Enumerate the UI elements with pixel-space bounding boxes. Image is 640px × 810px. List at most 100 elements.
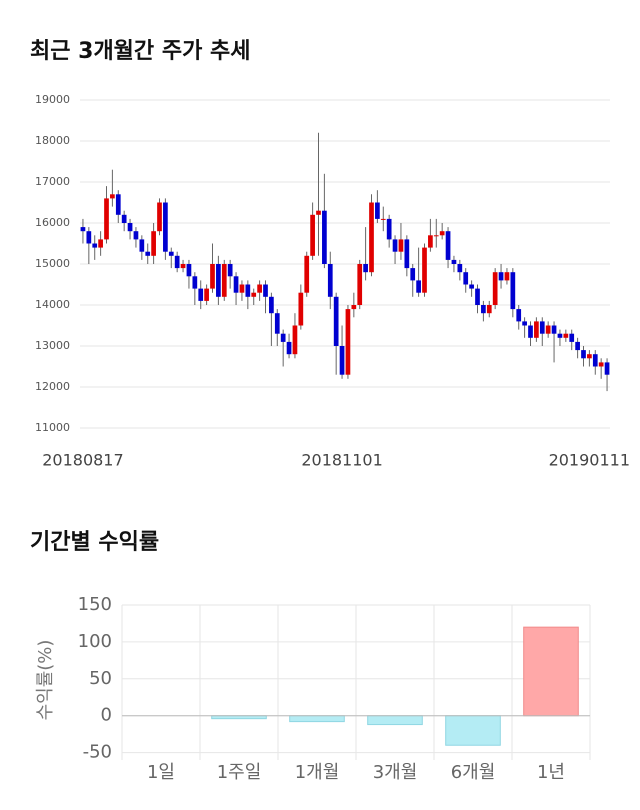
candle-body [339, 346, 345, 375]
candle-body [157, 202, 162, 232]
candle-body [522, 321, 527, 326]
x-tick-label: 3개월 [373, 762, 418, 783]
candle-body [186, 264, 192, 277]
candle-body [592, 354, 598, 367]
candle-body [151, 231, 156, 256]
candle-body [198, 288, 204, 301]
candle-body [410, 268, 416, 281]
candle-body [257, 284, 262, 293]
candle-body [380, 218, 386, 220]
candle-body [563, 333, 569, 338]
candle-body [528, 325, 533, 338]
candle-body [587, 354, 592, 359]
x-tick-label: 6개월 [451, 762, 496, 783]
candle-body [481, 305, 486, 314]
candle-body [316, 210, 321, 215]
candle-body [445, 231, 451, 260]
candle-body [475, 288, 480, 305]
candle-body [534, 321, 539, 338]
candle-body [210, 264, 215, 289]
y-tick-label: 16000 [35, 216, 70, 229]
candle-body [139, 239, 145, 252]
candle-body [386, 218, 392, 240]
candle-body [269, 296, 274, 314]
y-tick-label: 13000 [35, 339, 70, 352]
bar [289, 715, 345, 723]
candle-body [604, 362, 610, 375]
candle-body [404, 239, 410, 269]
x-tick-label: 1일 [147, 762, 175, 783]
candle-body [80, 227, 86, 232]
candle-body [539, 321, 545, 334]
candle-body [263, 284, 268, 297]
y-tick-label: 14000 [35, 298, 70, 311]
candle-body [486, 305, 492, 314]
candle-body [216, 264, 221, 297]
y-tick-label: 150 [78, 594, 112, 615]
candle-body [310, 214, 315, 256]
bar [445, 715, 501, 746]
candle-body [86, 231, 92, 244]
y-tick-label: 50 [89, 668, 112, 689]
candle-body [304, 255, 310, 293]
candle-body [121, 214, 127, 223]
candle-body [351, 305, 357, 310]
candle-body [457, 264, 463, 273]
candle-body [369, 202, 374, 273]
candle-body [245, 284, 251, 297]
x-tick-label: 20180817 [42, 451, 123, 470]
x-tick-label: 20190111 [549, 451, 630, 470]
y-tick-label: 11000 [35, 421, 70, 434]
candle-body [174, 255, 180, 269]
candle-body [110, 194, 115, 199]
candle-body [298, 292, 304, 326]
chart-title: 기간별 수익률 [30, 530, 159, 555]
candle-body [345, 309, 351, 375]
candle-body [180, 264, 186, 269]
candle-body [510, 272, 516, 310]
candle-body [469, 284, 474, 289]
candle-body [551, 325, 557, 334]
candle-body [504, 272, 510, 281]
x-tick-label: 20181101 [301, 451, 382, 470]
bar [367, 715, 423, 726]
candle-body [204, 288, 209, 301]
candle-body [375, 202, 380, 219]
candle-body [92, 243, 98, 248]
y-tick-label: 12000 [35, 380, 70, 393]
candle-body [104, 198, 109, 240]
candle-body [492, 272, 498, 305]
candle-body [163, 202, 168, 252]
candle-body [98, 239, 103, 248]
candle-body [416, 280, 421, 293]
y-tick-label: 18000 [35, 134, 70, 147]
y-tick-label: -50 [83, 742, 112, 763]
y-tick-label: 15000 [35, 257, 70, 270]
candle-body [498, 272, 504, 281]
candle-body [127, 223, 133, 232]
candle-body [545, 325, 551, 334]
candle-body [428, 235, 433, 248]
candle-body [251, 292, 257, 297]
candle-body [292, 325, 298, 355]
candle-body [115, 194, 121, 215]
candle-body [233, 276, 239, 293]
candle-body [398, 239, 404, 252]
candle-body [239, 284, 245, 293]
candle-body [274, 313, 280, 334]
candle-body [322, 210, 327, 264]
candle-body [363, 264, 368, 273]
chart-title: 최근 3개월간 주가 추세 [30, 39, 250, 64]
y-tick-label: 19000 [35, 93, 70, 106]
y-tick-label: 100 [78, 631, 112, 652]
candle-body [280, 333, 286, 342]
candle-body [575, 341, 580, 351]
candle-body [451, 259, 457, 264]
candle-body [168, 251, 174, 256]
candle-body [192, 276, 198, 289]
bar [523, 626, 579, 717]
candle-body [598, 362, 604, 367]
x-tick-label: 1개월 [295, 762, 340, 783]
